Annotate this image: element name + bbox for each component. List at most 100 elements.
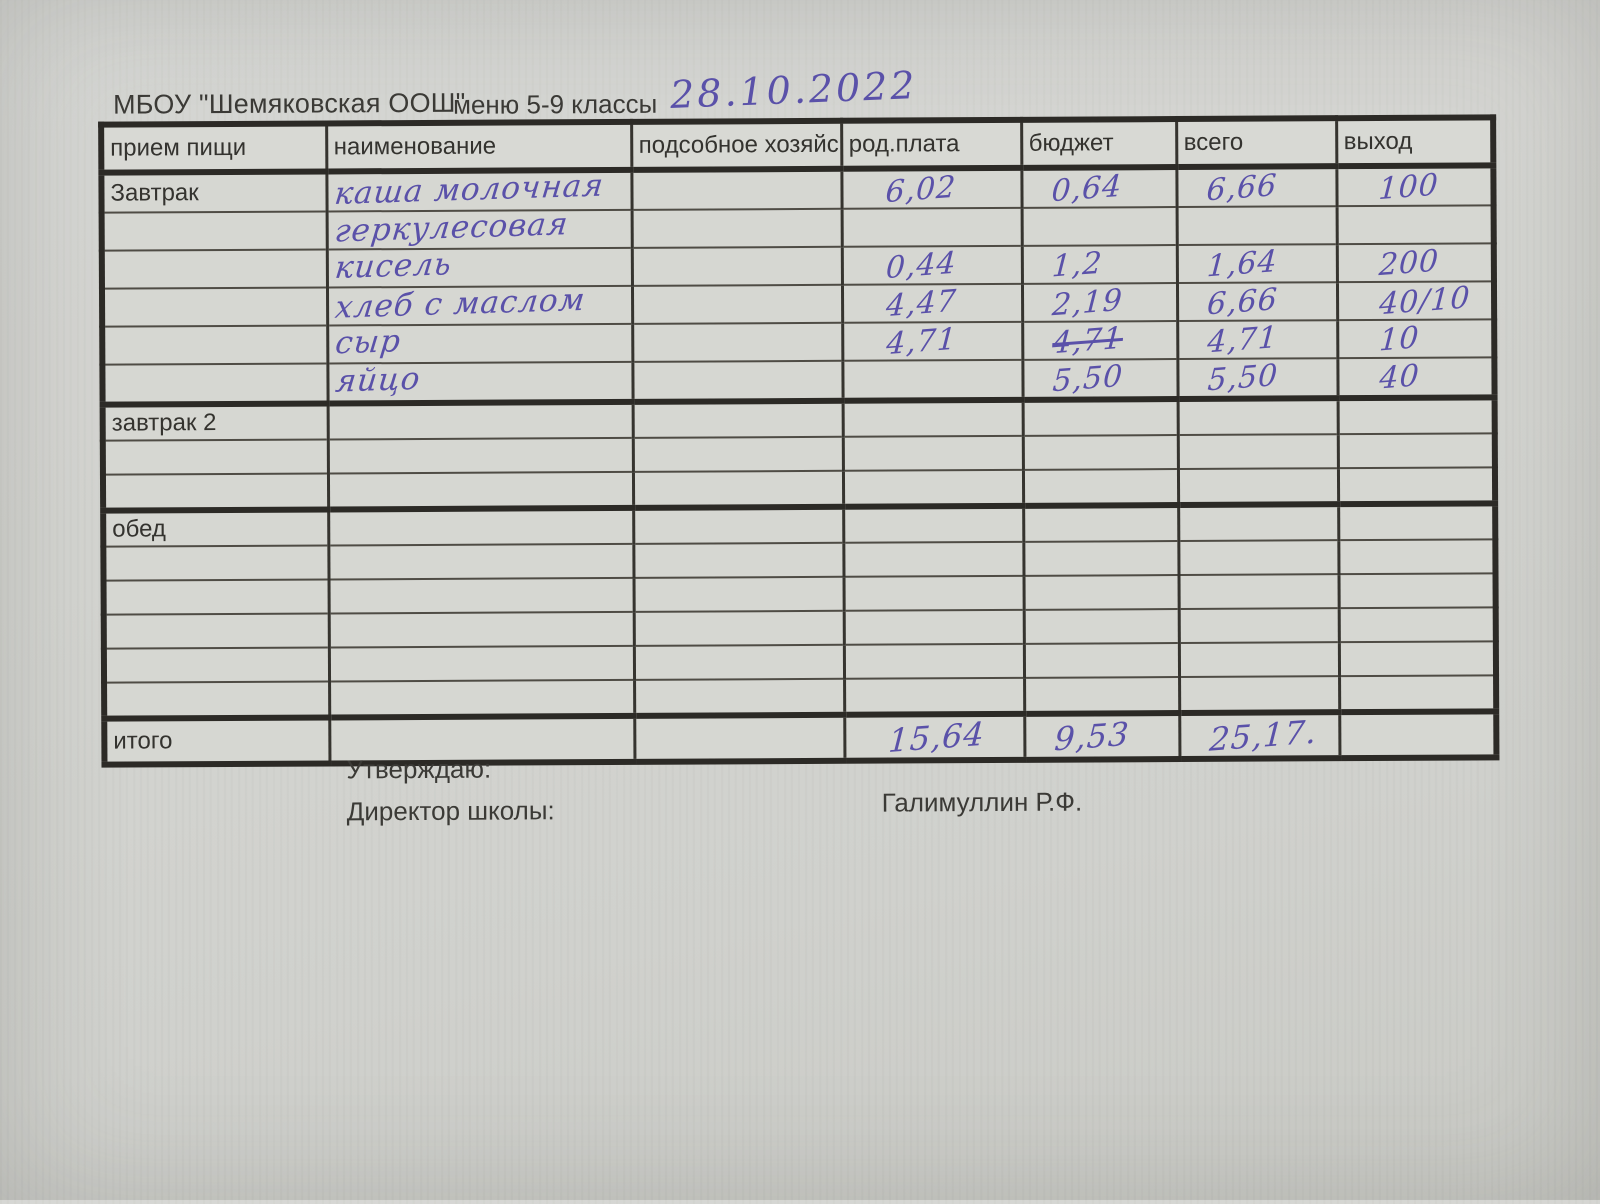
dish-cell	[327, 401, 633, 440]
budget-cell	[1021, 207, 1177, 246]
total-cell: 5,50	[1177, 357, 1338, 400]
meal-cell	[103, 545, 329, 581]
total-cell	[1178, 504, 1339, 542]
dish-cell: яйцо	[327, 361, 633, 404]
budget-cell	[1023, 541, 1179, 576]
header-pay: род.плата	[841, 119, 1022, 169]
output-cell	[1338, 539, 1496, 575]
budget-cell	[1023, 505, 1179, 542]
budget-cell-struck: 4,71	[1022, 320, 1178, 361]
farm-cell	[631, 246, 842, 286]
pay-cell: 15,64	[844, 713, 1025, 761]
header-farm: подсобное хозяйс	[631, 120, 842, 170]
output-cell: 40/10	[1336, 280, 1495, 322]
budget-cell	[1022, 435, 1178, 470]
pay-cell	[842, 435, 1023, 471]
meal-cell: Завтрак	[101, 171, 327, 213]
total-cell: 6,66	[1176, 281, 1338, 322]
dish-cell: сыр	[327, 323, 633, 364]
dish-cell	[328, 611, 634, 648]
meal-cell: итого	[104, 717, 330, 765]
budget-cell	[1022, 469, 1179, 506]
menu-table: прием пищи наименование подсобное хозяйс…	[98, 114, 1500, 768]
section-label: Завтрак	[110, 179, 199, 207]
total-cell	[1178, 642, 1340, 678]
header-budget: бюджет	[1021, 119, 1177, 168]
pay-cell: 4,71	[842, 321, 1023, 362]
output-cell: 10	[1337, 319, 1495, 359]
output-cell: 100	[1336, 165, 1494, 207]
farm-cell	[632, 470, 844, 508]
meal-cell	[101, 287, 328, 327]
pay-cell	[844, 677, 1025, 715]
total-cell	[1177, 434, 1338, 470]
budget-cell: 5,50	[1022, 358, 1178, 400]
total-cell	[1178, 574, 1339, 610]
budget-cell	[1023, 609, 1179, 644]
farm-cell	[631, 208, 842, 248]
output-cell	[1337, 397, 1495, 435]
farm-cell	[631, 168, 842, 210]
meal-cell	[101, 249, 327, 289]
pay-cell: 0,44	[841, 245, 1022, 286]
dish-cell	[328, 507, 634, 546]
meal-cell: завтрак 2	[102, 403, 328, 441]
header-total: всего	[1176, 118, 1337, 168]
farm-cell	[631, 284, 843, 324]
pay-cell	[843, 575, 1024, 611]
output-cell	[1336, 205, 1494, 245]
dish-cell: каша молочная	[326, 167, 632, 212]
pay-cell	[842, 469, 1024, 507]
meal-cell	[104, 681, 330, 719]
total-cell	[1176, 206, 1337, 246]
farm-cell	[634, 678, 845, 716]
table-header-row: прием пищи наименование подсобное хозяйс…	[101, 117, 1494, 173]
budget-cell	[1024, 677, 1180, 714]
output-cell	[1338, 607, 1496, 643]
pay-cell	[841, 207, 1022, 247]
output-cell	[1337, 433, 1495, 469]
pay-cell	[843, 541, 1024, 577]
total-cell: 1,64	[1176, 243, 1337, 284]
total-cell: 4,71	[1177, 319, 1338, 360]
header-out: выход	[1336, 117, 1494, 167]
meal-cell	[102, 325, 328, 365]
farm-cell	[634, 714, 845, 762]
budget-cell: 1,2	[1021, 245, 1177, 284]
output-cell	[1338, 641, 1497, 677]
budget-cell: 9,53	[1024, 713, 1180, 760]
section-label: завтрак 2	[111, 409, 217, 437]
pay-cell: 6,02	[841, 167, 1022, 210]
header-dish: наименование	[326, 121, 632, 172]
header-meal: прием пищи	[101, 123, 327, 173]
meal-cell	[103, 647, 330, 683]
meal-cell	[102, 439, 328, 475]
budget-cell	[1022, 399, 1178, 436]
total-cell	[1178, 608, 1339, 644]
meal-cell: обед	[103, 509, 329, 547]
farm-cell	[633, 542, 844, 578]
output-cell	[1339, 675, 1497, 713]
pay-cell	[842, 359, 1023, 401]
total-cell	[1179, 676, 1340, 714]
output-cell	[1338, 503, 1496, 541]
dish-cell	[328, 577, 634, 614]
farm-cell	[633, 644, 845, 680]
meal-cell	[102, 473, 329, 511]
dish-cell	[327, 471, 634, 510]
farm-cell	[632, 360, 843, 402]
meal-cell	[103, 613, 329, 649]
farm-cell	[633, 610, 844, 646]
total-cell	[1177, 468, 1339, 506]
dish-cell	[329, 679, 635, 718]
dish-cell	[328, 543, 634, 580]
pay-cell	[842, 399, 1023, 437]
pay-cell: 4,47	[841, 283, 1023, 324]
meal-cell	[103, 579, 329, 615]
output-cell: 40	[1337, 357, 1495, 399]
meal-cell	[101, 211, 327, 251]
menu-class-label: меню 5-9 классы	[452, 88, 658, 120]
approve-label: Утверждаю:	[346, 753, 492, 785]
total-cell	[1177, 398, 1338, 436]
budget-cell: 2,19	[1021, 282, 1178, 323]
